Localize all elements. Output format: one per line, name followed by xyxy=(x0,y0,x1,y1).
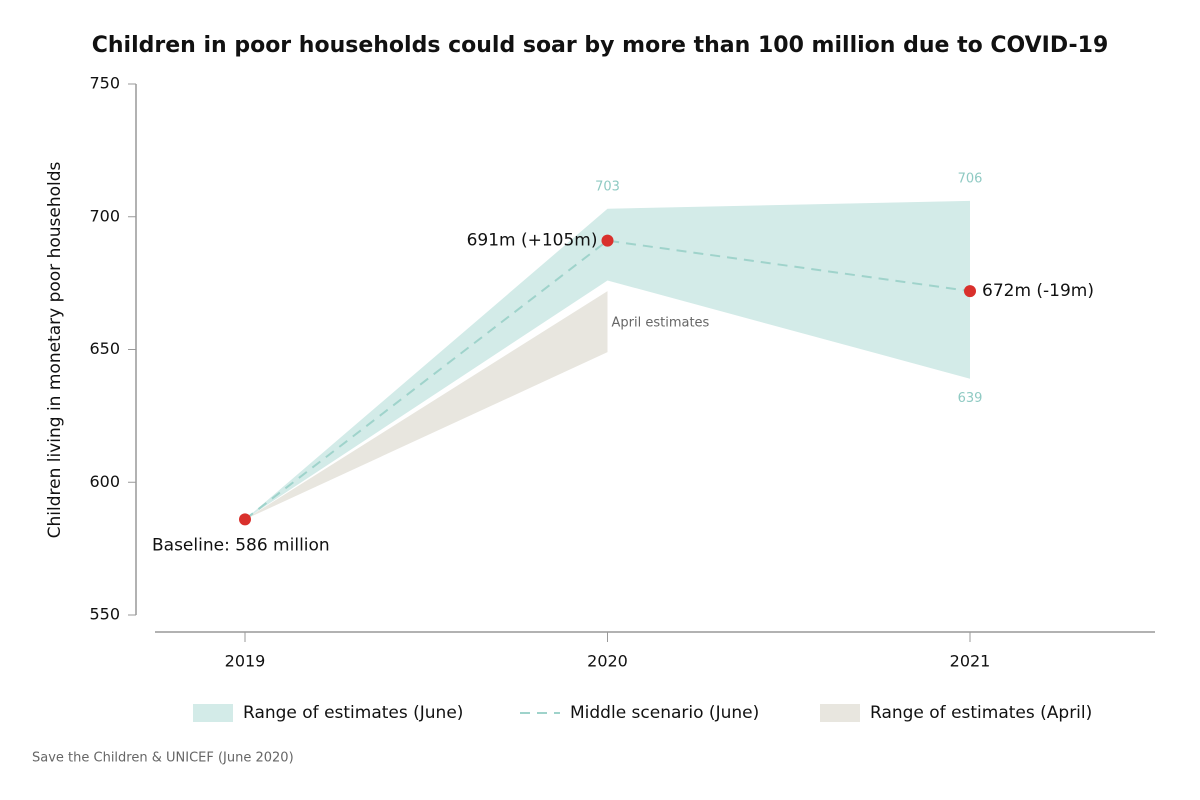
y-axis-label: Children living in monetary poor househo… xyxy=(45,161,65,538)
value-label: 672m (-19m) xyxy=(982,281,1094,301)
range-label: 706 xyxy=(958,171,983,186)
range-label: 639 xyxy=(958,391,983,406)
legend-label: Range of estimates (April) xyxy=(870,703,1092,723)
annotation: April estimates xyxy=(612,316,710,331)
legend-label: Middle scenario (June) xyxy=(570,703,759,723)
middle-line xyxy=(244,239,971,521)
marker xyxy=(964,285,976,298)
legend-swatch xyxy=(193,704,233,722)
y-tick-label: 750 xyxy=(89,74,120,93)
source: Save the Children & UNICEF (June 2020) xyxy=(32,751,294,766)
legend-label: Range of estimates (June) xyxy=(243,703,463,723)
band-area xyxy=(245,291,608,520)
y-tick-label: 600 xyxy=(89,472,120,491)
value-label: 691m (+105m) xyxy=(467,231,598,251)
x-tick-label: 2019 xyxy=(225,652,266,671)
value-label: Baseline: 586 million xyxy=(152,535,330,555)
y-tick-label: 650 xyxy=(89,339,120,358)
chart-title: Children in poor households could soar b… xyxy=(92,33,1109,58)
legend-swatch xyxy=(820,704,860,722)
marker xyxy=(601,234,614,247)
x-tick-label: 2020 xyxy=(587,652,628,671)
band-area xyxy=(245,200,970,520)
marker xyxy=(239,513,251,526)
y-tick-label: 550 xyxy=(89,605,120,624)
range-label: 703 xyxy=(595,179,620,194)
x-tick-label: 2021 xyxy=(950,652,991,671)
y-tick-label: 700 xyxy=(89,206,120,225)
